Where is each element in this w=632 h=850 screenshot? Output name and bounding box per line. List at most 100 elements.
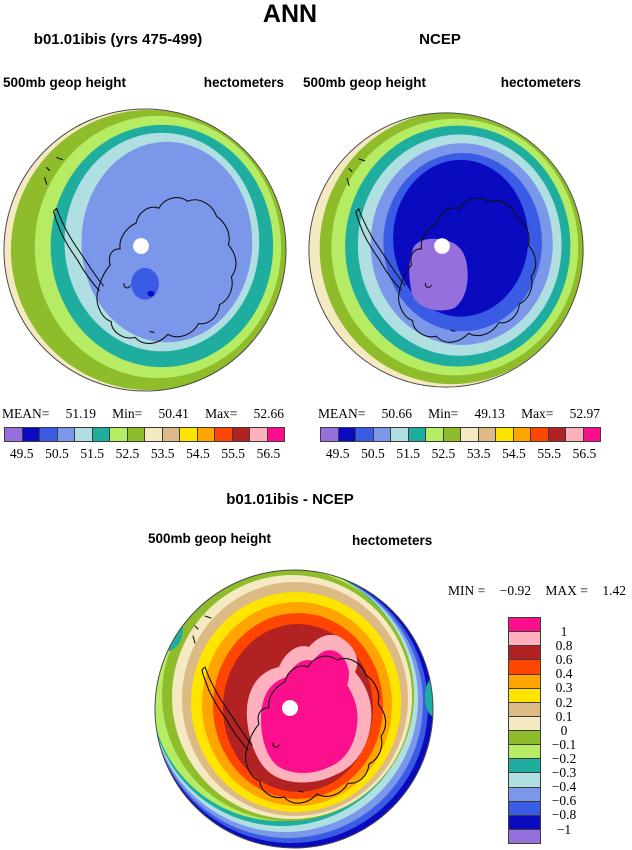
colorbar-tick: 49.5	[325, 446, 350, 461]
stat-min-value: −0.92	[499, 583, 531, 598]
colorbar-tick: 56.5	[572, 446, 597, 461]
south-pole-marker	[133, 238, 149, 254]
ncep-map	[308, 112, 584, 388]
colorbar-tick: 0.6	[555, 652, 573, 668]
ncep-panel-title: NCEP	[419, 31, 461, 48]
contour-bands	[155, 570, 433, 848]
colorbar-tick: 0.4	[555, 666, 573, 682]
colorbar-cell-purple	[320, 427, 339, 442]
colorbar-cell-cream	[460, 427, 479, 442]
colorbar-cell-darkred	[231, 427, 250, 442]
colorbar-cell-darkblue	[337, 427, 356, 442]
colorbar-tick: 0.1	[555, 708, 573, 724]
colorbar-cell-teal	[407, 427, 426, 442]
south-pole-marker	[434, 238, 450, 254]
colorbar-tick: 53.5	[150, 446, 175, 461]
colorbar-cell-tan	[161, 427, 180, 442]
colorbar-tick: 52.5	[431, 446, 456, 461]
colorbar-cell-tan	[508, 701, 541, 717]
colorbar-cell-olive	[442, 427, 461, 442]
ncep-field-label: 500mb geop height	[303, 75, 427, 90]
colorbar-tick: −0.3	[551, 765, 577, 781]
model-units-label: hectometers	[203, 75, 284, 90]
antarctica-coastline	[192, 615, 387, 804]
colorbar-tick: 54.5	[502, 446, 526, 461]
colorbar-tick: 55.5	[537, 446, 561, 461]
colorbar-cell-cornflower	[372, 427, 391, 442]
stat-max-value: 1.42	[602, 583, 626, 598]
ncep-colorbar-ticks: 49.5 50.5 51.5 52.5 53.5 54.5 55.5 56.5	[320, 446, 602, 462]
stat-mean-value: 51.19	[65, 406, 96, 421]
contour-band-royal	[131, 267, 159, 300]
colorbar-tick: 54.5	[186, 446, 210, 461]
colorbar-cell-redorange	[214, 427, 233, 442]
colorbar-cell-magenta	[508, 617, 541, 633]
colorbar-tick: 0.3	[555, 680, 573, 696]
antarctica-coastline	[346, 158, 537, 343]
colorbar-cell-olive	[126, 427, 145, 442]
model-colorbar	[4, 427, 285, 442]
colorbar-cell-darkred	[547, 427, 566, 442]
stat-max-value: 52.97	[569, 406, 600, 421]
diff-units-label: hectometers	[352, 533, 433, 548]
colorbar-cell-royal	[508, 800, 541, 816]
diff-stats: MIN = −0.92 MAX = 1.42	[448, 583, 626, 599]
colorbar-cell-magenta	[266, 427, 285, 442]
colorbar-tick: 0.2	[555, 694, 573, 710]
stat-min-label: Min=	[428, 406, 459, 421]
colorbar-cell-yellow	[508, 687, 541, 703]
map-boundary-circle	[308, 112, 584, 388]
colorbar-cell-palecyan	[74, 427, 93, 442]
colorbar-cell-redorange	[530, 427, 549, 442]
difference-map	[154, 569, 434, 849]
colorbar-cell-orange	[196, 427, 215, 442]
stat-mean-label: MEAN=	[318, 406, 366, 421]
colorbar-tick: −0.4	[551, 779, 577, 795]
model-field-label: 500mb geop height	[3, 75, 127, 90]
colorbar-cell-teal	[91, 427, 110, 442]
model-panel-title: b01.01ibis (yrs 475-499)	[33, 31, 203, 48]
ncep-colorbar	[320, 427, 601, 442]
contour-band-darkblue	[147, 290, 155, 297]
colorbar-tick: 52.5	[115, 446, 140, 461]
colorbar-cell-yellow	[495, 427, 514, 442]
colorbar-cell-royal	[355, 427, 374, 442]
colorbar-cell-cornflower	[56, 427, 75, 442]
colorbar-cell-darkred	[508, 645, 541, 661]
map-boundary-circle	[154, 569, 434, 849]
colorbar-tick: 50.5	[361, 446, 385, 461]
colorbar-cell-darkblue	[21, 427, 40, 442]
south-pole-marker	[282, 700, 298, 716]
colorbar-tick: −0.1	[551, 736, 577, 752]
colorbar-cell-palecyan	[508, 772, 541, 788]
colorbar-tick: 55.5	[221, 446, 245, 461]
colorbar-cell-cream	[508, 715, 541, 731]
colorbar-tick: −1	[556, 821, 572, 837]
colorbar-cell-tan	[477, 427, 496, 442]
colorbar-cell-yellow	[179, 427, 198, 442]
colorbar-cell-royal	[39, 427, 58, 442]
page-title: ANN	[262, 0, 318, 28]
colorbar-cell-lightgreen	[109, 427, 128, 442]
colorbar-cell-darkblue	[508, 814, 541, 830]
colorbar-cell-cornflower	[508, 786, 541, 802]
diff-panel-title: b01.01ibis - NCEP	[226, 491, 354, 508]
colorbar-tick: 1	[560, 624, 568, 639]
colorbar-cell-cream	[144, 427, 163, 442]
colorbar-cell-purple	[508, 828, 541, 844]
stat-mean-label: MEAN=	[2, 406, 50, 421]
stat-min-value: 50.41	[158, 406, 189, 421]
antarctica-coastline	[44, 157, 237, 344]
diff-field-label: 500mb geop height	[148, 531, 272, 546]
colorbar-tick: 51.5	[80, 446, 104, 461]
stat-mean-value: 50.66	[381, 406, 412, 421]
stat-max-label: Max=	[521, 406, 554, 421]
colorbar-tick: 51.5	[396, 446, 420, 461]
contour-bands	[3, 108, 287, 392]
map-boundary-circle	[3, 108, 287, 392]
colorbar-tick: −0.8	[551, 807, 577, 823]
diff-colorbar	[508, 617, 541, 844]
stat-min-label: Min=	[112, 406, 143, 421]
model-colorbar-ticks: 49.5 50.5 51.5 52.5 53.5 54.5 55.5 56.5	[4, 446, 286, 462]
